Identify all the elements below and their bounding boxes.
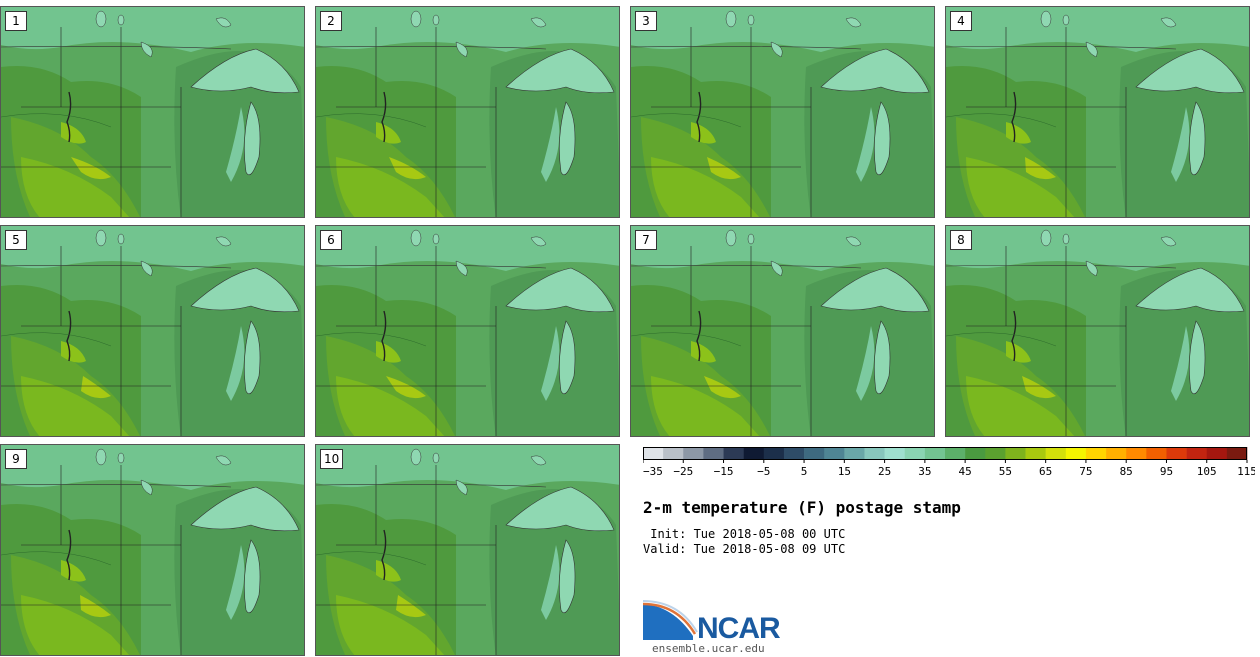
map-panel: 4 xyxy=(945,6,1250,218)
colorbar-swatch xyxy=(1186,447,1208,460)
colorbar-tick-label: −35 xyxy=(643,465,663,478)
map-panel: 10 xyxy=(315,444,620,656)
colorbar-swatch xyxy=(783,447,805,460)
colorbar-swatch xyxy=(824,447,845,460)
colorbar-swatch xyxy=(1166,447,1187,460)
map-image xyxy=(946,7,1249,217)
colorbar-swatch xyxy=(904,447,926,460)
valid-time: Valid: Tue 2018-05-08 09 UTC xyxy=(643,542,846,556)
colorbar-tick-label: 5 xyxy=(801,465,808,478)
colorbar-swatch xyxy=(1045,447,1067,460)
map-panel: 9 xyxy=(0,444,305,656)
colorbar-tick-label: 45 xyxy=(959,465,972,478)
colorbar-swatch xyxy=(663,447,684,460)
map-panel: 3 xyxy=(630,6,935,218)
colorbar-tick-label: −25 xyxy=(673,465,693,478)
map-panel: 7 xyxy=(630,225,935,437)
map-panel: 8 xyxy=(945,225,1250,437)
colorbar-swatch xyxy=(1146,447,1167,460)
colorbar-tick-label: −5 xyxy=(757,465,770,478)
colorbar-swatch xyxy=(1106,447,1127,460)
map-image xyxy=(1,445,304,655)
colorbar-tick-label: 105 xyxy=(1197,465,1217,478)
colorbar-swatch xyxy=(1025,447,1046,460)
colorbar-swatch xyxy=(1005,447,1026,460)
colorbar-swatch xyxy=(743,447,765,460)
temperature-colorbar: −35 −25 −15 −5 5 15 25 35 45 55 65 75 85 95 105 115 xyxy=(643,447,1255,478)
colorbar-tick-label: −15 xyxy=(714,465,734,478)
ncar-logo-text: NCAR xyxy=(697,612,781,645)
colorbar-swatch xyxy=(844,447,865,460)
colorbar-tick-label: 75 xyxy=(1079,465,1092,478)
colorbar-swatch xyxy=(1085,447,1107,460)
member-number-badge: 8 xyxy=(950,230,972,250)
colorbar-tick-label: 25 xyxy=(878,465,891,478)
colorbar-tick-label: 95 xyxy=(1160,465,1173,478)
map-panel: 5 xyxy=(0,225,305,437)
map-panel: 6 xyxy=(315,225,620,437)
chart-title: 2-m temperature (F) postage stamp xyxy=(643,498,961,517)
map-panel: 1 xyxy=(0,6,305,218)
colorbar-swatch xyxy=(763,447,785,460)
colorbar-tick-label: 55 xyxy=(999,465,1012,478)
map-panel: 2 xyxy=(315,6,620,218)
colorbar-swatch xyxy=(924,447,946,460)
colorbar-swatch xyxy=(884,447,906,460)
colorbar-tick-label: 115 xyxy=(1237,465,1255,478)
colorbar-swatch xyxy=(804,447,825,460)
site-url: ensemble.ucar.edu xyxy=(652,642,765,655)
ncar-logo xyxy=(643,600,698,640)
member-number-badge: 10 xyxy=(320,449,344,469)
map-image xyxy=(631,7,934,217)
colorbar-swatch xyxy=(1226,447,1248,460)
map-image xyxy=(1,226,304,436)
colorbar-tick-label: 85 xyxy=(1120,465,1133,478)
colorbar-swatch xyxy=(1126,447,1147,460)
colorbar-swatch xyxy=(945,447,966,460)
member-number-badge: 9 xyxy=(5,449,27,469)
member-number-badge: 1 xyxy=(5,11,27,31)
colorbar-tick-label: 65 xyxy=(1039,465,1052,478)
colorbar-swatch xyxy=(703,447,724,460)
member-number-badge: 6 xyxy=(320,230,342,250)
colorbar-swatch xyxy=(985,447,1006,460)
colorbar-swatch xyxy=(643,447,664,460)
map-image xyxy=(316,445,619,655)
colorbar-swatch xyxy=(864,447,885,460)
colorbar-swatch xyxy=(1065,447,1087,460)
colorbar-swatch xyxy=(965,447,986,460)
member-number-badge: 3 xyxy=(635,11,657,31)
member-number-badge: 4 xyxy=(950,11,972,31)
map-image xyxy=(946,226,1249,436)
member-number-badge: 2 xyxy=(320,11,342,31)
colorbar-swatch xyxy=(723,447,744,460)
member-number-badge: 5 xyxy=(5,230,27,250)
map-image xyxy=(1,7,304,217)
colorbar-swatch xyxy=(683,447,704,460)
colorbar-tick-label: 35 xyxy=(918,465,931,478)
colorbar-swatch xyxy=(1206,447,1228,460)
colorbar-tick-label: 15 xyxy=(838,465,851,478)
init-time: Init: Tue 2018-05-08 00 UTC xyxy=(643,527,846,541)
map-image xyxy=(631,226,934,436)
colorbar-frame xyxy=(643,447,1247,460)
map-image xyxy=(316,226,619,436)
member-number-badge: 7 xyxy=(635,230,657,250)
map-image xyxy=(316,7,619,217)
